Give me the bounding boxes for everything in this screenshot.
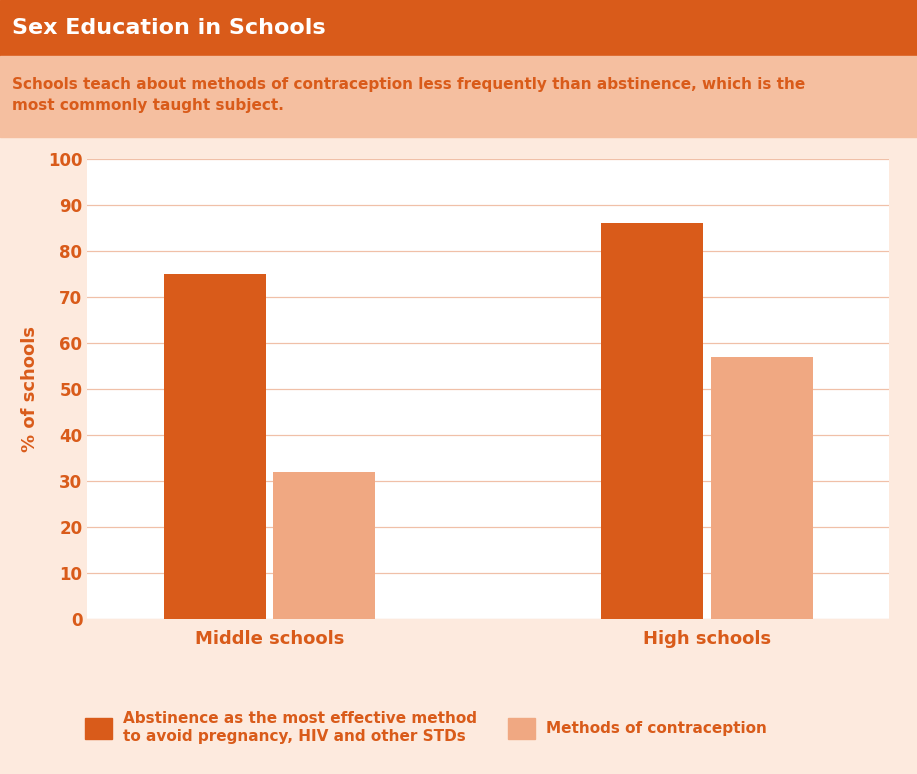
- Legend: Abstinence as the most effective method
to avoid pregnancy, HIV and other STDs, : Abstinence as the most effective method …: [79, 705, 773, 750]
- Bar: [711, 357, 812, 619]
- Bar: [273, 472, 375, 619]
- Bar: [164, 274, 266, 619]
- Bar: [602, 223, 703, 619]
- Text: Schools teach about methods of contraception less frequently than abstinence, wh: Schools teach about methods of contracep…: [12, 77, 805, 113]
- Y-axis label: % of schools: % of schools: [21, 326, 39, 452]
- Text: Sex Education in Schools: Sex Education in Schools: [12, 18, 326, 38]
